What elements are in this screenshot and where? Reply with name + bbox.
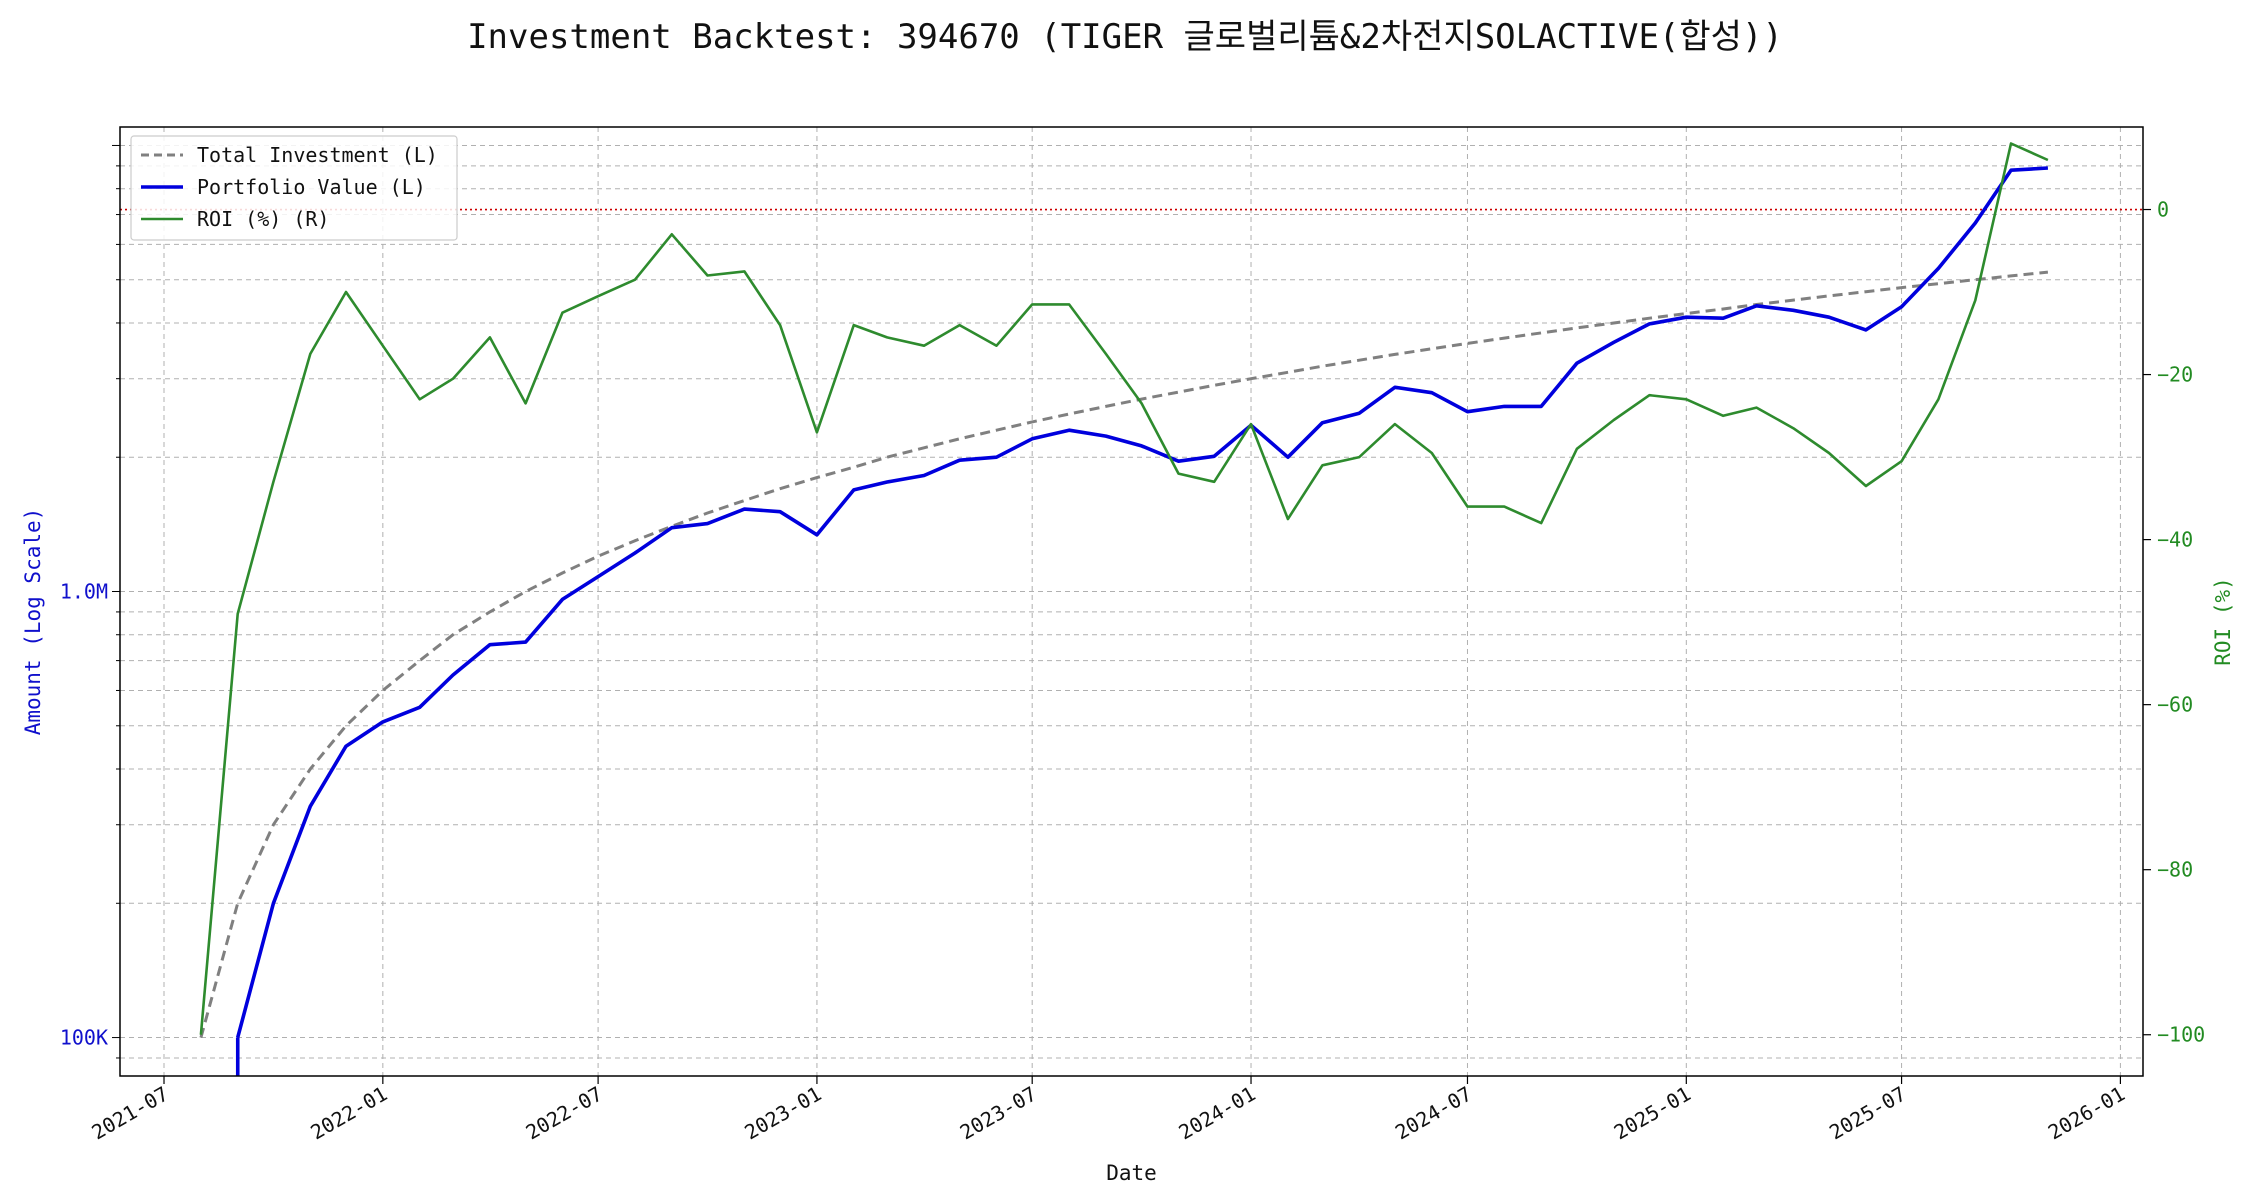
- legend-box: [130, 135, 458, 241]
- x-tick-label: 2026-01: [2044, 1082, 2129, 1145]
- right-tick-label: −20: [2157, 363, 2193, 387]
- grid-lines: [120, 127, 2143, 1076]
- series-total-investment: [199, 270, 2049, 1038]
- series-portfolio-value: [235, 166, 2049, 1039]
- right-tick-label: −100: [2157, 1023, 2205, 1047]
- legend-label-portfolio-value: Portfolio Value (L): [197, 175, 426, 199]
- x-tick-label: 2024-01: [1175, 1082, 1260, 1145]
- left-axis-title: Amount (Log Scale): [21, 508, 45, 736]
- chart-title: Investment Backtest: 394670 (TIGER 글로벌리튬…: [467, 17, 1783, 57]
- right-tick-label: 0: [2157, 198, 2169, 222]
- x-tick-label: 2025-07: [1825, 1082, 1910, 1145]
- right-tick-label: −40: [2157, 528, 2193, 552]
- right-axis-title: ROI (%): [2211, 577, 2235, 666]
- left-tick-label: 100K: [60, 1026, 108, 1050]
- x-axis-title: Date: [1106, 1161, 1157, 1185]
- legend-label-total-investment: Total Investment (L): [197, 143, 438, 167]
- x-axis-ticks: 2021-07 2022-01 2022-07 2023-01 2023-07 2024-…: [88, 1076, 2129, 1144]
- x-tick-label: 2023-07: [956, 1082, 1041, 1145]
- x-tick-label: 2023-01: [740, 1082, 825, 1145]
- series-layer: [199, 142, 2049, 1076]
- left-tick-label: 1.0M: [60, 580, 108, 604]
- x-tick-label: 2025-01: [1610, 1082, 1695, 1145]
- legend-label-roi: ROI (%) (R): [197, 207, 329, 231]
- right-axis-ticks: 0 −20 −40 −60 −80 −100: [2143, 198, 2205, 1047]
- right-tick-label: −80: [2157, 858, 2193, 882]
- series-roi: [199, 142, 2049, 1035]
- x-tick-label: 2024-07: [1391, 1082, 1476, 1145]
- left-axis-ticks: 100K 1.0M: [60, 144, 120, 1059]
- x-tick-label: 2022-01: [306, 1082, 391, 1145]
- x-tick-label: 2021-07: [88, 1082, 173, 1145]
- legend: Total Investment (L) Portfolio Value (L)…: [130, 135, 458, 241]
- right-tick-label: −60: [2157, 693, 2193, 717]
- x-tick-label: 2022-07: [522, 1082, 607, 1145]
- plot-frame: [119, 126, 2144, 1077]
